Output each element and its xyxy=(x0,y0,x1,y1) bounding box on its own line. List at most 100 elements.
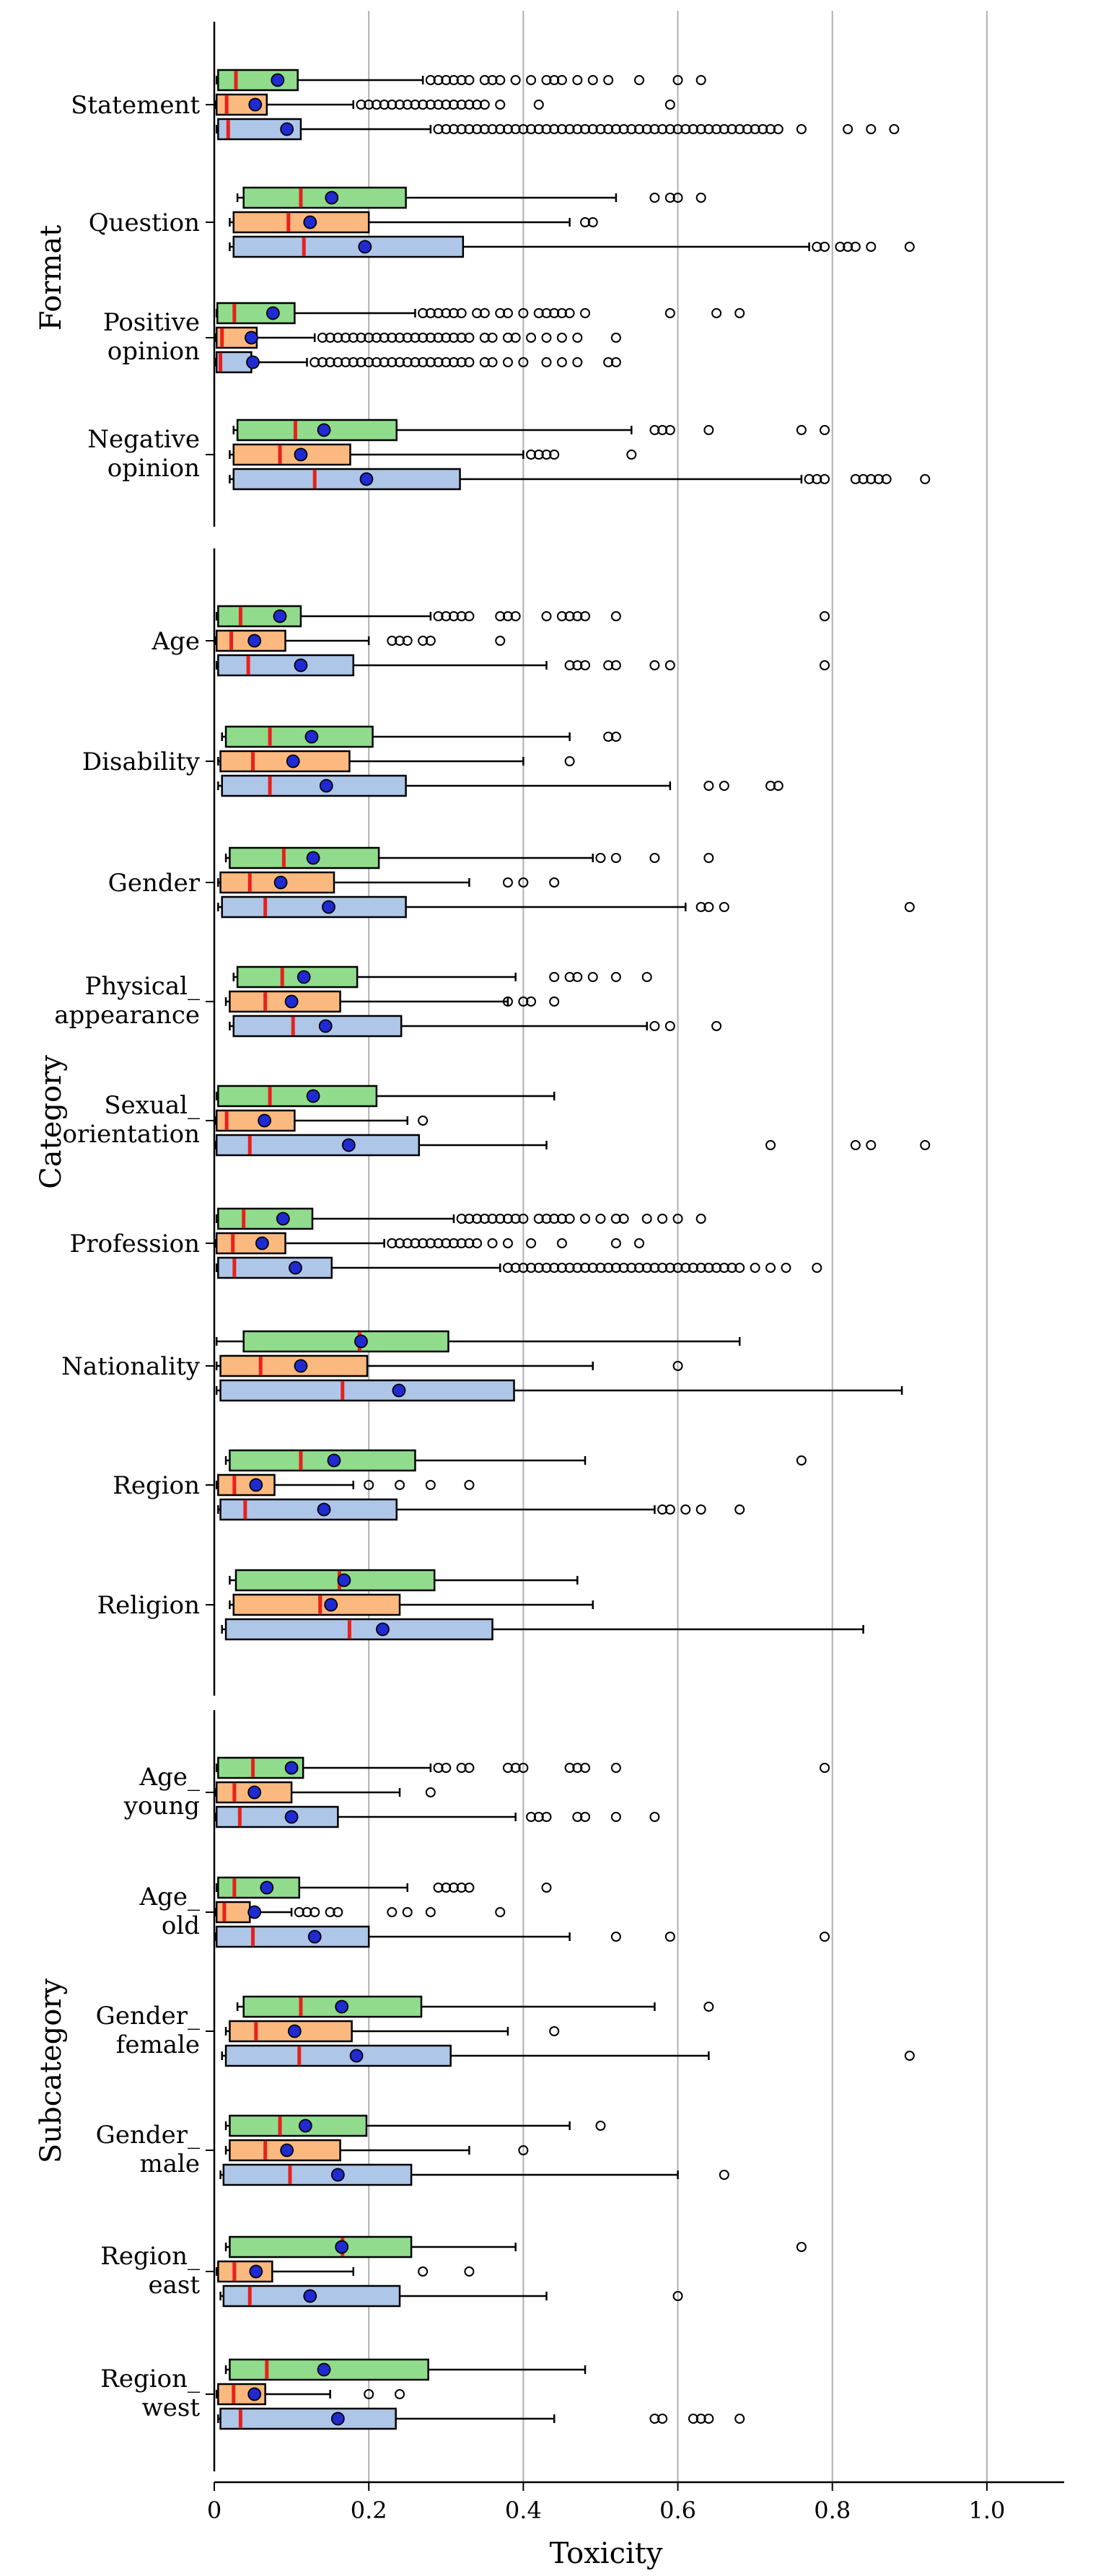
outlier-point xyxy=(804,474,815,484)
box xyxy=(232,468,461,491)
outlier-point xyxy=(433,1238,444,1248)
box xyxy=(232,235,465,258)
outlier-point xyxy=(472,100,483,110)
outlier-point xyxy=(387,100,398,110)
box-series-2 xyxy=(214,1781,436,1804)
outlier-point xyxy=(796,2242,807,2252)
outlier-point xyxy=(433,611,444,621)
box-series-1 xyxy=(224,2235,807,2259)
mean-marker xyxy=(335,1999,349,2014)
outlier-point xyxy=(850,1140,861,1150)
outlier-point xyxy=(379,333,390,343)
category-label: Age_ xyxy=(139,1763,200,1792)
outlier-point xyxy=(418,1116,429,1126)
mean-marker xyxy=(249,2264,263,2279)
outlier-point xyxy=(402,100,413,110)
box-series-2 xyxy=(217,750,575,773)
box xyxy=(215,1232,286,1255)
outlier-point xyxy=(564,1214,575,1224)
box-series-2 xyxy=(229,211,598,234)
outlier-point xyxy=(680,124,691,134)
mean-marker xyxy=(303,2289,317,2303)
outlier-point xyxy=(703,124,714,134)
grid-lines xyxy=(368,11,988,2482)
outlier-point xyxy=(549,75,560,85)
box-series-1 xyxy=(215,1756,830,1779)
outlier-point xyxy=(502,357,513,367)
outlier-point xyxy=(448,75,459,85)
outlier-point xyxy=(572,611,583,621)
outlier-point xyxy=(657,1504,668,1515)
outlier-point xyxy=(549,877,560,888)
outlier-point xyxy=(587,1263,598,1273)
outlier-point xyxy=(881,474,892,484)
outlier-point xyxy=(502,1763,513,1773)
category-label: Sexual_ xyxy=(104,1091,200,1120)
outlier-point xyxy=(433,124,444,134)
outlier-point xyxy=(618,1214,629,1224)
outlier-point xyxy=(580,1812,591,1822)
outlier-point xyxy=(341,357,351,367)
outlier-point xyxy=(657,1263,668,1273)
outlier-point xyxy=(464,1238,475,1248)
outlier-point xyxy=(425,333,436,343)
outlier-point xyxy=(672,124,683,134)
outlier-point xyxy=(441,100,452,110)
outlier-point xyxy=(680,1504,691,1515)
category-label: young xyxy=(123,1792,200,1821)
box-series-3 xyxy=(214,1925,830,1948)
outlier-point xyxy=(541,1263,552,1273)
outlier-point xyxy=(595,2121,606,2131)
box xyxy=(217,1473,276,1497)
outlier-point xyxy=(556,333,567,343)
box-series-1 xyxy=(221,725,621,748)
outlier-point xyxy=(510,1214,521,1224)
outlier-point xyxy=(410,1238,421,1248)
box-series-1 xyxy=(215,1085,556,1108)
outlier-point xyxy=(672,75,683,85)
outlier-point xyxy=(734,1504,745,1515)
box xyxy=(221,774,407,797)
outlier-point xyxy=(533,308,544,318)
category-label: opinion xyxy=(107,337,200,366)
outlier-point xyxy=(649,1263,660,1273)
outlier-point xyxy=(820,1932,830,1942)
outlier-point xyxy=(556,124,567,134)
outlier-point xyxy=(433,1763,444,1773)
mean-marker xyxy=(280,122,294,136)
box xyxy=(219,1354,369,1377)
outlier-point xyxy=(564,660,575,670)
outlier-point xyxy=(835,242,846,252)
outlier-point xyxy=(425,1238,436,1248)
outlier-point xyxy=(634,1238,644,1248)
outlier-point xyxy=(734,2414,745,2424)
x-tick-label: 0.4 xyxy=(505,2497,542,2524)
outlier-point xyxy=(441,1763,452,1773)
mean-marker xyxy=(276,1212,290,1226)
outlier-point xyxy=(634,1263,644,1273)
category-label: male xyxy=(139,2150,200,2178)
mean-marker xyxy=(358,240,372,254)
outlier-point xyxy=(395,100,405,110)
outlier-point xyxy=(487,124,498,134)
category-label: Statement xyxy=(71,91,200,120)
outlier-point xyxy=(758,124,768,134)
outlier-point xyxy=(703,1263,714,1273)
outlier-point xyxy=(433,308,444,318)
outlier-point xyxy=(703,902,714,912)
box-series-3 xyxy=(215,654,830,677)
outlier-point xyxy=(541,450,552,460)
category-label: Region_ xyxy=(100,2365,200,2393)
outlier-point xyxy=(510,75,521,85)
outlier-point xyxy=(502,1214,513,1224)
mean-marker xyxy=(246,355,260,369)
outlier-point xyxy=(695,1214,706,1224)
outlier-point xyxy=(502,877,513,888)
outlier-point xyxy=(325,357,335,367)
outlier-point xyxy=(688,1263,698,1273)
box-series-3 xyxy=(214,1805,660,1828)
outlier-point xyxy=(456,1238,467,1248)
outlier-point xyxy=(703,853,714,863)
outlier-point xyxy=(920,1140,931,1150)
box-series-1 xyxy=(236,186,706,209)
